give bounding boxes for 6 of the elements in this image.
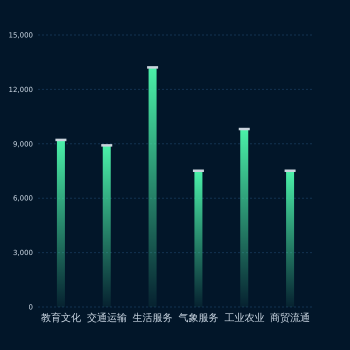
x-tick-label: 气象服务 bbox=[178, 312, 218, 324]
x-tick-label: 工业农业 bbox=[224, 312, 264, 324]
x-tick-label: 生活服务 bbox=[132, 312, 173, 324]
x-tick-label: 教育文化 bbox=[40, 312, 81, 324]
x-tick-label: 商贸流通 bbox=[270, 312, 310, 324]
x-tick-label: 交通运输 bbox=[86, 312, 127, 324]
